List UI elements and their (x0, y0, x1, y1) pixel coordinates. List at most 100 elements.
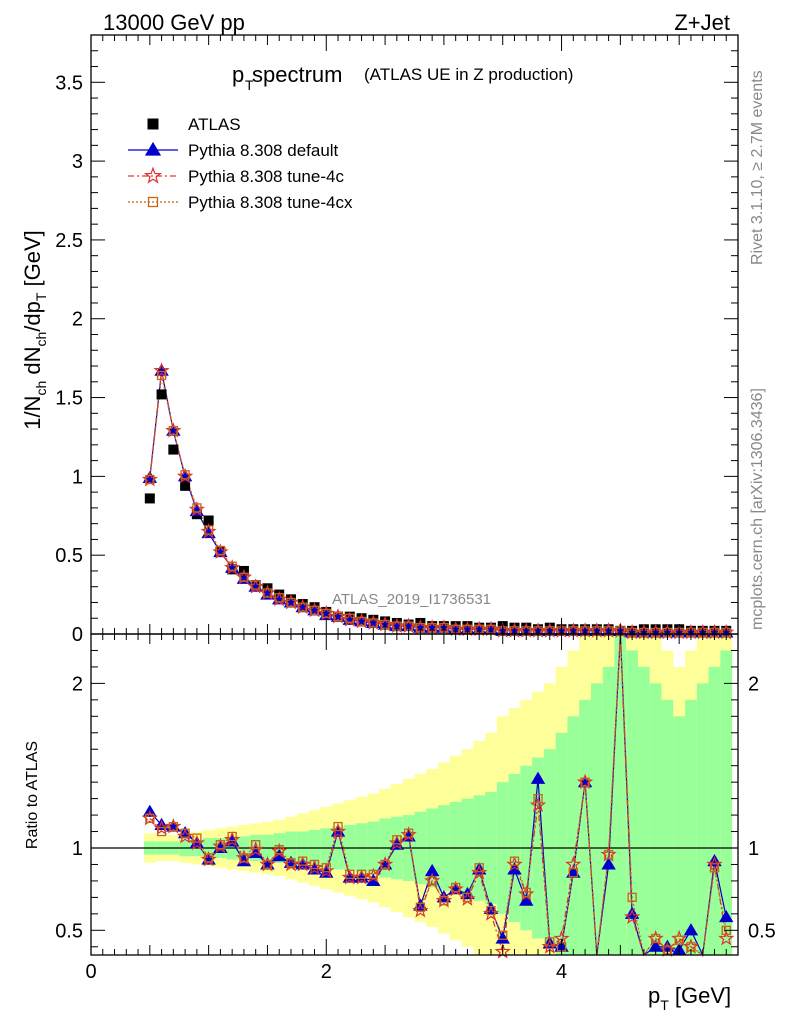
main-point-3-3 (180, 470, 190, 480)
xtick-label: 2 (321, 961, 332, 983)
ratio-point-1-0 (141, 809, 158, 826)
ratio-point-0-32 (519, 893, 534, 906)
ratio-ylabel: Ratio to ATLAS (24, 741, 41, 849)
band-inner-bin (661, 699, 674, 955)
ratio-point-2-9 (251, 840, 261, 850)
main-ytick-label: 3 (72, 151, 83, 173)
ratio-point-0-19 (366, 873, 381, 886)
ratio-uncertainty-bands (143, 634, 733, 955)
legend-marker-1 (144, 141, 162, 156)
band-inner-bin (602, 666, 615, 955)
main-point-0-2 (168, 444, 179, 455)
main-point-2-0 (141, 470, 158, 487)
ratio-point-0-46 (683, 923, 699, 936)
ratio-point-2-8 (239, 853, 249, 863)
ratio-point-1-1 (153, 819, 170, 836)
main-point-3-2 (168, 426, 178, 436)
ratio-point-1-31 (506, 855, 523, 872)
ratio-frame (90, 633, 739, 956)
ratio-point-1-49 (718, 929, 735, 946)
ratio-point-1-15 (318, 862, 335, 878)
main-point-2-14 (306, 601, 323, 618)
ratio-point-1-16 (329, 822, 347, 839)
ratio-point-2-17 (345, 869, 355, 879)
ratio-point-2-13 (298, 856, 308, 866)
ratio-point-0-30 (495, 931, 510, 944)
ratio-ytick-label-right: 2 (748, 673, 759, 695)
main-point-3-8 (239, 572, 249, 582)
main-point-2-1 (153, 362, 170, 378)
ratio-point-2-11 (274, 844, 284, 855)
ratio-ytick-label-left: 2 (72, 673, 83, 695)
ratio-point-1-20 (376, 855, 394, 872)
main-ylabel: 1/Nch dNch/dpT [GeV] (20, 230, 49, 430)
svg-text:pT [GeV]: pT [GeV] (648, 983, 731, 1013)
ratio-point-0-43 (648, 939, 663, 952)
legend-label-3: Pythia 8.308 tune-4cx (188, 193, 353, 212)
main-point-3-16 (333, 612, 343, 622)
ratio-point-2-25 (439, 896, 449, 906)
ratio-point-2-28 (474, 863, 484, 873)
ratio-point-2-16 (333, 821, 343, 832)
ratio-point-2-22 (403, 828, 414, 838)
ratio-point-0-31 (507, 862, 522, 875)
main-point-3-5 (203, 525, 214, 535)
ratio-point-1-3 (176, 827, 194, 844)
ratio-point-1-14 (306, 859, 323, 875)
ratio-point-2-1 (156, 826, 167, 837)
plot-title-rest: spectrum (252, 62, 342, 87)
band-inner-bin (708, 666, 721, 955)
ratio-point-2-43 (651, 933, 661, 944)
band-inner-bin (579, 699, 591, 955)
ratio-point-1-23 (412, 902, 429, 918)
ratio-ytick-label-right: 1 (748, 838, 759, 860)
ratio-point-2-20 (380, 859, 390, 870)
ratio-point-2-12 (286, 858, 296, 868)
main-ytick-label: 3.5 (55, 72, 83, 94)
ratio-point-2-32 (521, 887, 531, 898)
main-panel-data (141, 362, 735, 640)
main-point-2-2 (165, 422, 182, 438)
ratio-point-2-36 (568, 868, 578, 878)
side-mcplots: mcplots.cern.ch [arXiv:1306.3436] (749, 388, 766, 630)
legend-marker-3 (147, 196, 159, 208)
ratio-point-1-41 (624, 908, 641, 925)
main-ytick-label: 2 (72, 309, 83, 331)
main-point-3-7 (227, 561, 237, 571)
main-point-3-6 (215, 545, 226, 556)
ratio-point-1-36 (565, 855, 582, 872)
plot-title-sub: T (245, 77, 254, 93)
main-point-1-5 (201, 525, 216, 539)
band-inner-bin (649, 683, 662, 955)
ratio-point-2-0 (145, 813, 155, 824)
ratio-point-2-27 (462, 892, 473, 903)
ratio-point-0-39 (601, 857, 616, 870)
ratio-point-2-21 (392, 835, 402, 845)
ratio-point-2-24 (427, 876, 437, 886)
ratio-point-2-2 (168, 821, 178, 832)
main-point-2-18 (353, 612, 370, 629)
ratio-point-1-45 (671, 929, 688, 946)
ratio-point-2-33 (533, 793, 543, 804)
ratio-point-2-23 (415, 902, 426, 912)
ratio-point-2-10 (262, 859, 273, 870)
side-rivet: Rivet 3.1.10, ≥ 2.7M events (749, 70, 766, 265)
ratio-point-1-21 (388, 834, 405, 851)
ratio-point-2-14 (309, 859, 320, 870)
ratio-point-2-4 (192, 833, 202, 843)
ratio-point-1-18 (353, 869, 370, 885)
ratio-point-2-7 (227, 831, 237, 842)
band-inner-bin (685, 699, 697, 955)
band-inner-bin (720, 650, 733, 955)
main-point-2-19 (365, 614, 382, 630)
ratio-point-2-31 (509, 856, 520, 866)
plot-title-note: (ATLAS UE in Z production) (364, 65, 573, 84)
main-point-3-19 (368, 618, 378, 628)
ratio-point-1-2 (165, 818, 182, 834)
main-point-0-3 (180, 480, 191, 491)
legend-label-1: Pythia 8.308 default (188, 141, 339, 160)
main-ytick-label: 1 (72, 466, 83, 488)
main-point-0-0 (144, 493, 155, 504)
ratio-point-2-48 (709, 863, 720, 873)
